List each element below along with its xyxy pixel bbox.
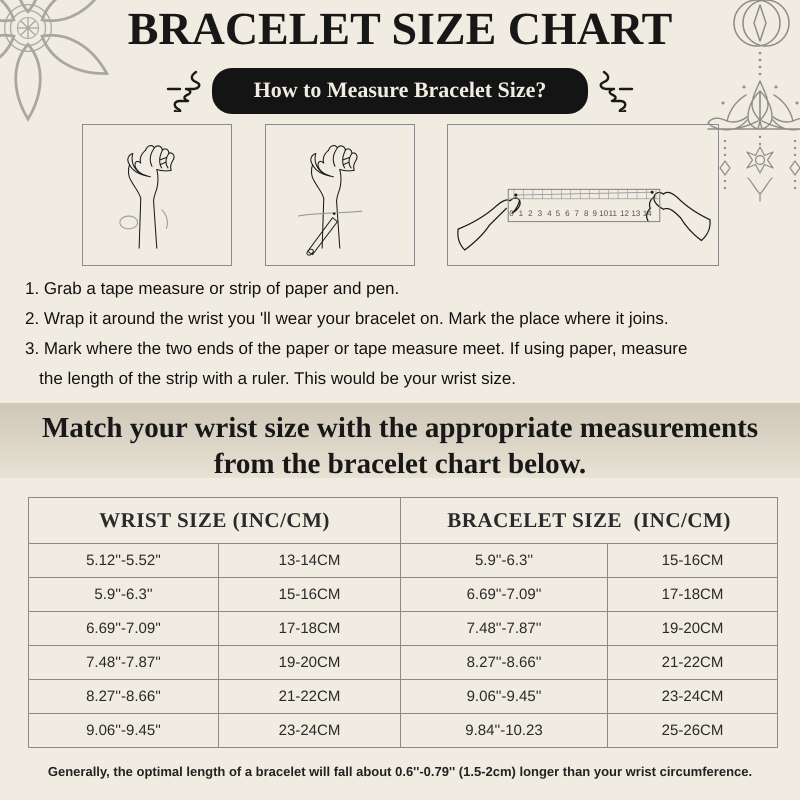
svg-text:13: 13 xyxy=(631,208,640,217)
svg-text:1: 1 xyxy=(519,208,524,217)
svg-text:14: 14 xyxy=(643,208,652,217)
svg-text:5: 5 xyxy=(556,208,561,217)
svg-text:6: 6 xyxy=(565,208,570,217)
svg-text:3: 3 xyxy=(538,208,543,217)
svg-text:4: 4 xyxy=(547,208,552,217)
svg-text:0: 0 xyxy=(509,208,514,217)
svg-text:7: 7 xyxy=(575,208,580,217)
svg-text:8: 8 xyxy=(584,208,589,217)
svg-text:12: 12 xyxy=(620,208,629,217)
svg-text:10: 10 xyxy=(599,208,608,217)
svg-text:11: 11 xyxy=(609,208,618,217)
svg-text:9: 9 xyxy=(593,208,598,217)
svg-text:2: 2 xyxy=(528,208,533,217)
